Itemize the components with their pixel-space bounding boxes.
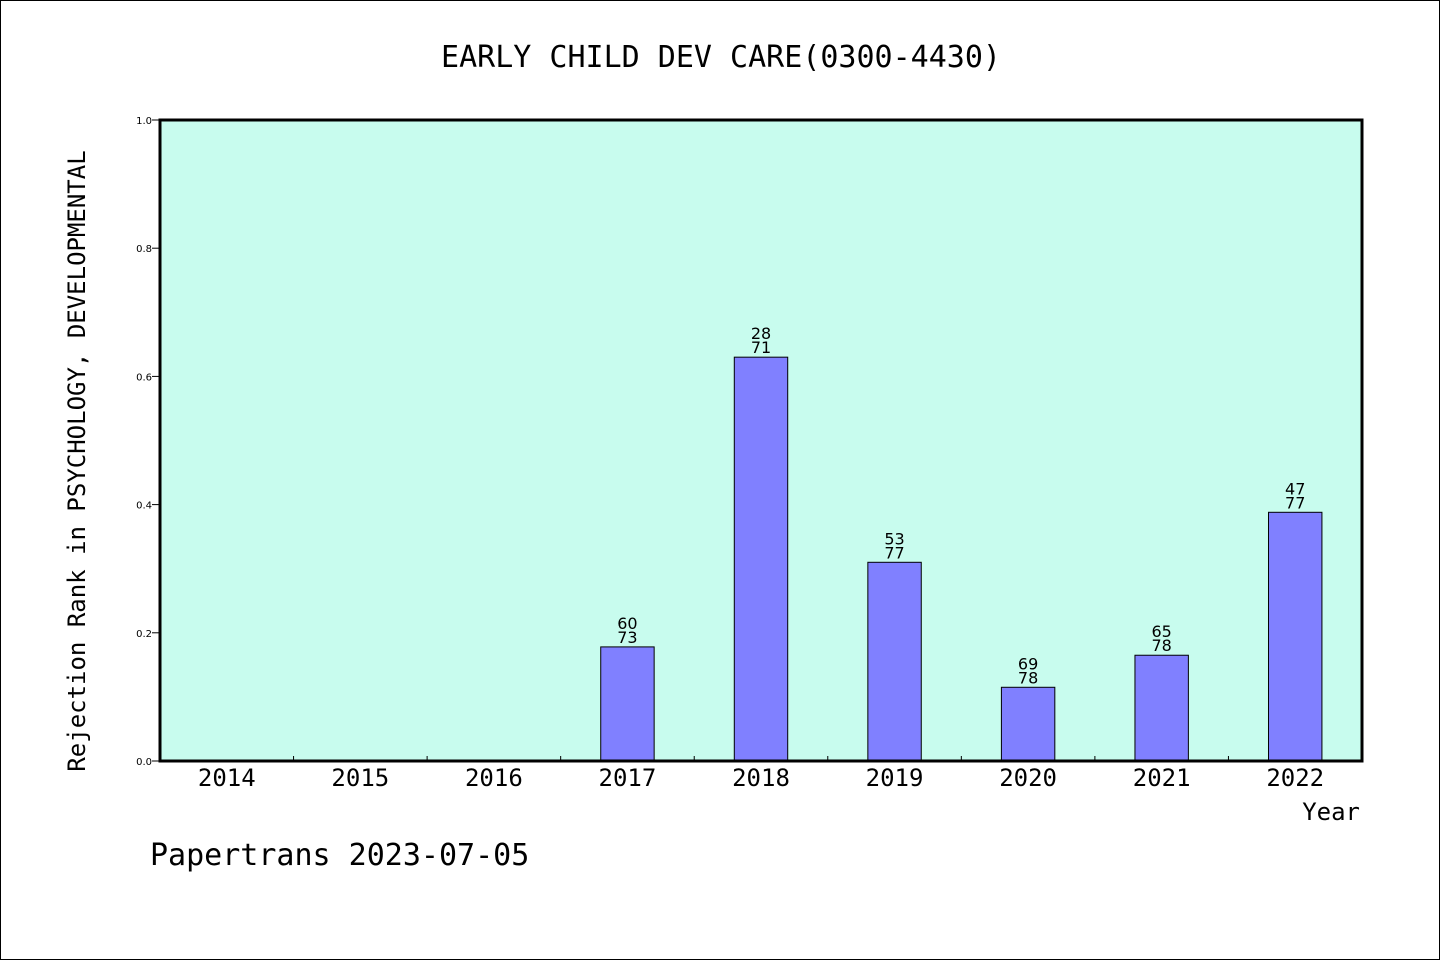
bar-2022 — [1268, 511, 1323, 762]
x-tick-label: 2016 — [465, 764, 523, 792]
bar-2020 — [1000, 686, 1056, 762]
bar-2019 — [867, 561, 922, 762]
y-tick-label: 0.0 — [136, 757, 152, 768]
bar-label-top: 65 — [1151, 622, 1171, 641]
bar-2021 — [1134, 654, 1189, 762]
y-tick-label: 0.6 — [136, 372, 152, 383]
bar-label-bottom: 78 — [1151, 636, 1171, 655]
bar-label-top: 60 — [617, 614, 637, 633]
bar-label-top: 53 — [884, 529, 904, 548]
x-axis-label: Year — [1302, 798, 1360, 826]
x-axis: 2014 2015 2016 2017 2018 2019 2020 2021 2022 — [198, 756, 1324, 792]
bar-label-bottom: 73 — [617, 628, 637, 647]
x-tick-label: 2021 — [1133, 764, 1191, 792]
y-tick-label: 0.8 — [136, 244, 152, 255]
bar-label-top: 47 — [1285, 479, 1305, 498]
plot-frame — [158, 118, 1364, 763]
bar-label-bottom: 78 — [1018, 668, 1038, 687]
y-tick-label: 0.4 — [136, 501, 152, 512]
x-tick-label: 2014 — [198, 764, 256, 792]
y-axis-label: Rejection Rank in PSYCHOLOGY, DEVELOPMEN… — [63, 150, 91, 771]
x-tick-label: 2018 — [732, 764, 790, 792]
bar-2018 — [733, 356, 789, 762]
bar-label-bottom: 71 — [751, 338, 771, 357]
y-tick-label: 0.2 — [136, 629, 152, 640]
y-axis: 0.0 0.2 0.4 0.6 0.8 1.0 — [136, 116, 160, 768]
x-tick-label: 2020 — [999, 764, 1057, 792]
footer-credit: Papertrans 2023-07-05 — [150, 838, 529, 873]
y-tick-label: 1.0 — [136, 116, 152, 127]
x-tick-label: 2019 — [866, 764, 924, 792]
bars-layer — [600, 356, 1323, 762]
x-tick-label: 2015 — [331, 764, 389, 792]
bar-label-bottom: 77 — [884, 543, 904, 562]
bar-label-top: 28 — [751, 324, 771, 343]
x-tick-label: 2022 — [1266, 764, 1324, 792]
bar-label-top: 69 — [1018, 654, 1038, 673]
bar-label-bottom: 77 — [1285, 493, 1305, 512]
x-tick-label: 2017 — [599, 764, 657, 792]
bar-2017 — [600, 646, 655, 762]
chart-title: EARLY CHILD DEV CARE(0300-4430) — [441, 40, 1001, 75]
